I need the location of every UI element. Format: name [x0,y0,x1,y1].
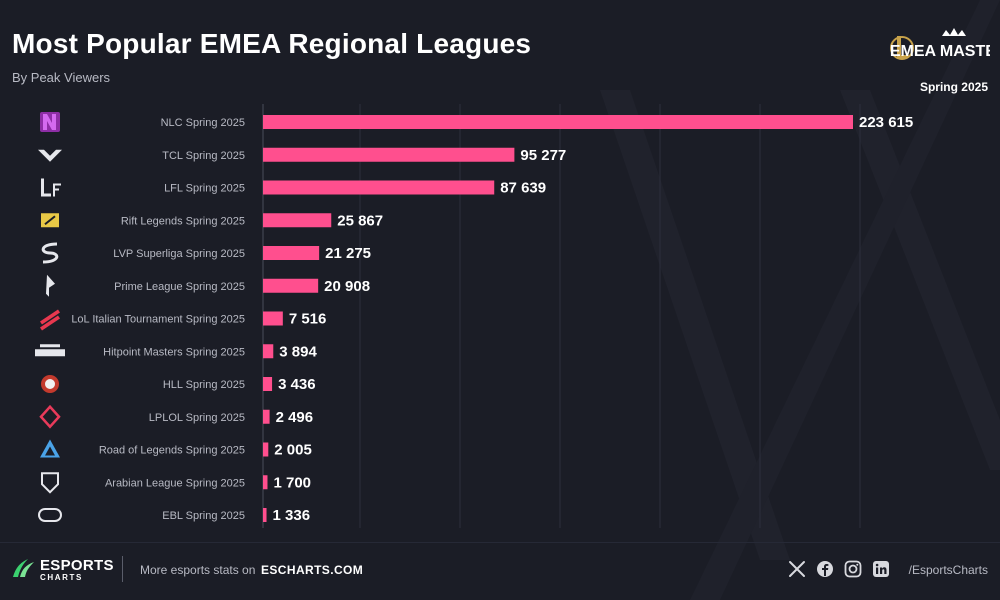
category-label: LVP Superliga Spring 2025 [113,248,245,260]
value-label: 20 908 [324,278,370,295]
arabian-league-logo-icon [41,472,59,494]
lvp-superliga-logo-icon [41,242,59,264]
bar [263,311,283,326]
page-title: Most Popular EMEA Regional Leagues [12,28,532,59]
category-label: Prime League Spring 2025 [114,281,245,293]
value-label: 1 700 [273,474,311,491]
lfl-logo-icon [41,178,61,197]
lplol-logo-icon [39,404,61,429]
value-label: 1 336 [273,507,311,524]
value-label: 3 894 [279,343,317,360]
social-handle[interactable]: /EsportsCharts [908,563,988,577]
hll-logo-icon [41,375,59,393]
rift-legends-logo-icon [41,213,59,228]
ebl-logo-icon [38,508,62,522]
footer-divider-line [0,542,1000,543]
category-label: LFL Spring 2025 [164,183,245,195]
road-of-legends-logo-icon [40,439,60,458]
x-icon[interactable] [788,560,806,578]
category-label: LoL Italian Tournament Spring 2025 [71,314,245,326]
value-label: 21 275 [325,245,371,262]
category-label: Arabian League Spring 2025 [105,477,245,489]
linkedin-icon[interactable] [872,560,890,578]
bar [263,344,274,359]
category-label: NLC Spring 2025 [161,117,245,129]
bar [263,377,273,391]
bar [263,475,268,490]
instagram-icon[interactable] [844,560,862,578]
category-label: HLL Spring 2025 [163,379,245,391]
season-label: Spring 2025 [919,80,988,94]
bar [263,442,269,457]
value-label: 95 277 [520,147,566,164]
category-label: Rift Legends Spring 2025 [121,215,245,227]
value-label: 223 615 [859,114,913,131]
footer-vertical-divider [122,556,123,582]
nlc-logo-icon [40,112,60,132]
bar-chart: NLC Spring 2025 223 615 TCL Spring 2025 95 … [35,104,913,528]
esports-charts-logo-icon [13,559,34,577]
brand-name-line1: ESPORTS [40,557,114,574]
category-label: EBL Spring 2025 [162,510,245,522]
value-label: 7 516 [289,311,327,328]
brand-name-line2: CHARTS [40,573,83,582]
footer-site-link[interactable]: ESCHARTS.COM [261,563,364,577]
esports-charts-logo[interactable]: ESPORTS CHARTS [10,555,120,585]
category-label: Hitpoint Masters Spring 2025 [103,346,245,358]
prime-league-logo-icon [46,274,55,297]
category-label: TCL Spring 2025 [162,150,245,162]
bar [263,409,270,424]
value-label: 2 496 [276,409,314,426]
bar [263,180,495,195]
value-label: 2 005 [274,442,312,459]
league-of-legends-emea-masters-logo: EMEA MASTERS [890,28,990,60]
value-label: 87 639 [500,180,546,197]
bar [263,278,319,293]
facebook-icon[interactable] [816,560,834,578]
page-subtitle: By Peak Viewers [12,70,111,85]
bar [263,147,515,162]
bar [263,246,320,260]
category-label: LPLOL Spring 2025 [149,412,245,424]
emea-masters-logo-text: EMEA MASTERS [890,43,990,60]
bar [263,508,267,522]
bar [263,213,332,228]
bar [263,115,853,129]
hitpoint-masters-logo-icon [35,344,65,357]
tcl-logo-icon [38,149,62,162]
lit-logo-icon [40,309,60,331]
value-label: 25 867 [337,212,383,229]
value-label: 3 436 [278,376,316,393]
footer-more-text: More esports stats on [140,563,256,577]
category-label: Road of Legends Spring 2025 [99,445,245,457]
